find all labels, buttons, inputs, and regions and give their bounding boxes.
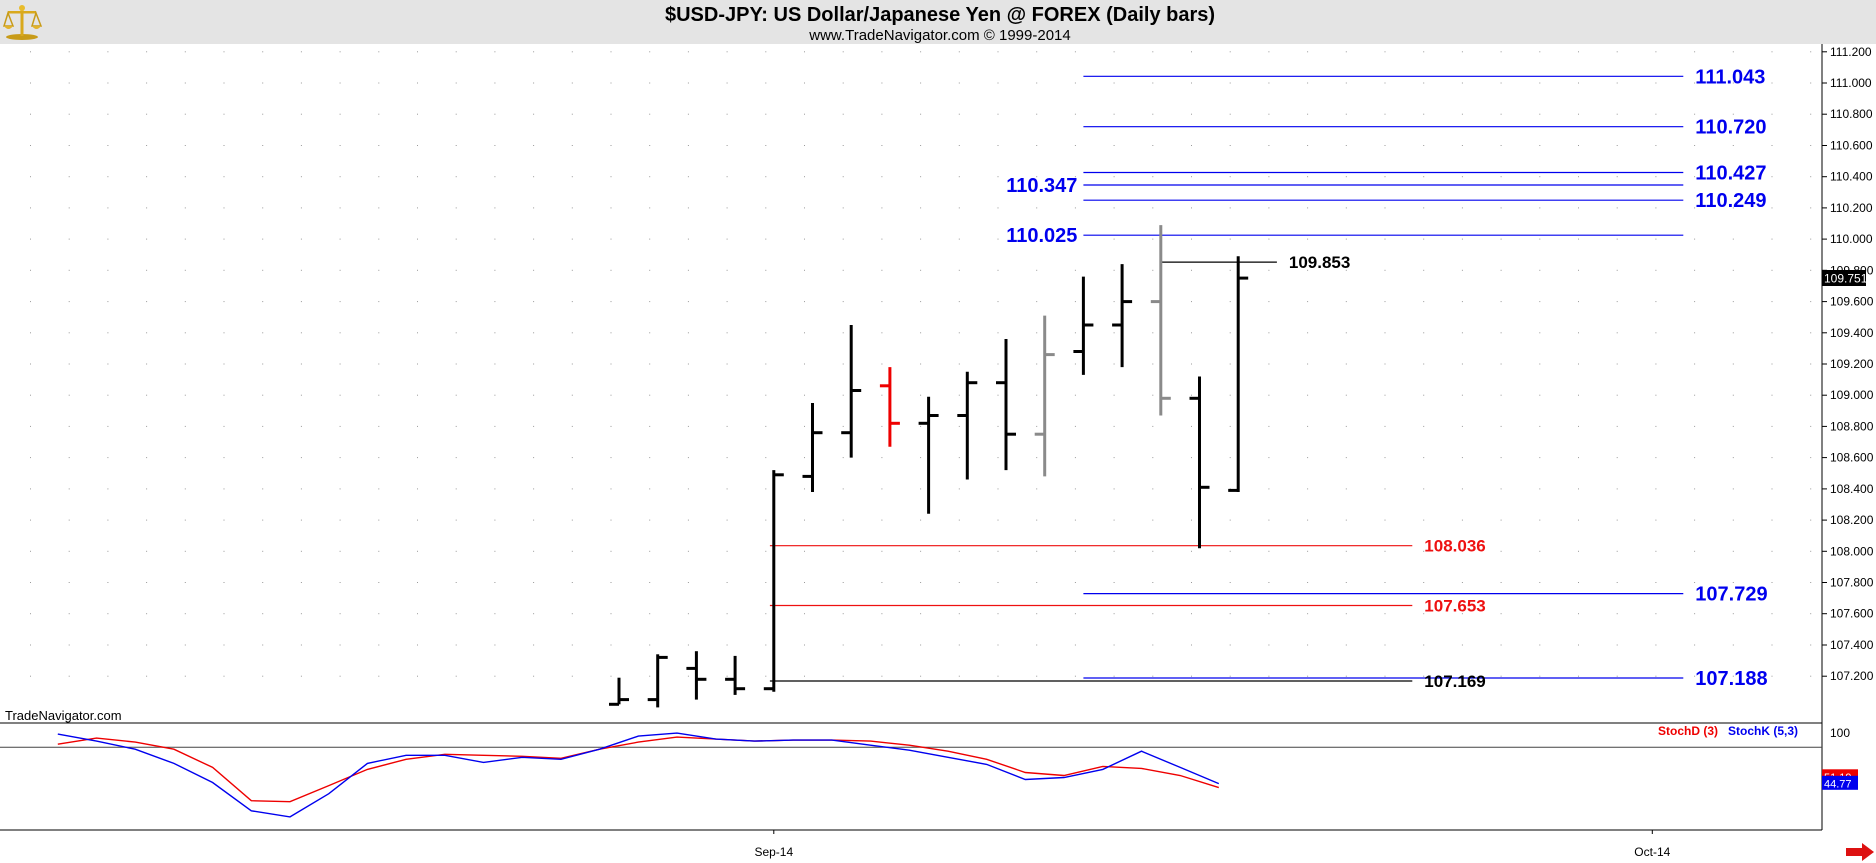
price-tick-label: 108.400 <box>1830 482 1874 496</box>
ohlc-bar <box>879 367 900 447</box>
level-label: 110.347 <box>1006 175 1077 197</box>
ohlc-bar <box>918 396 939 514</box>
stoch-tick-label: 100 <box>1830 726 1850 740</box>
last-price-label: 109.751 <box>1824 272 1868 286</box>
ohlc-bar <box>1112 264 1133 368</box>
price-tick-label: 110.400 <box>1830 170 1873 184</box>
stoch-value-label: 44.77 <box>1824 778 1852 790</box>
level-label: 110.720 <box>1695 117 1766 139</box>
level-label: 110.427 <box>1695 163 1766 185</box>
chart-title: $USD-JPY: US Dollar/Japanese Yen @ FOREX… <box>665 4 1215 26</box>
price-tick-label: 111.200 <box>1830 45 1872 59</box>
date-tick-label: Sep-14 <box>754 845 793 859</box>
date-tick-label: Oct-14 <box>1634 845 1670 859</box>
price-tick-label: 110.000 <box>1830 232 1873 246</box>
level-label: 111.043 <box>1695 66 1765 88</box>
legend-stoch-d: StochD (3) <box>1658 724 1718 738</box>
last-price-box <box>1822 270 1866 286</box>
price-tick-label: 109.000 <box>1830 388 1874 402</box>
level-label: 108.036 <box>1424 537 1485 556</box>
legend-stoch-k: StochK (5,3) <box>1728 724 1798 738</box>
ohlc-bar <box>647 654 668 708</box>
watermark: TradeNavigator.com <box>5 708 122 723</box>
ohlc-bar <box>686 651 707 700</box>
main-grid <box>30 51 1812 677</box>
price-tick-label: 108.800 <box>1830 419 1874 433</box>
ohlc-bar <box>725 655 746 695</box>
level-label: 107.169 <box>1424 672 1485 691</box>
price-tick-label: 110.200 <box>1830 201 1873 215</box>
price-tick-label: 107.400 <box>1830 638 1874 652</box>
ohlc-bar <box>1228 256 1249 492</box>
ohlc-bar <box>1150 225 1171 416</box>
level-label: 110.025 <box>1006 225 1077 247</box>
price-axis: 111.200 111.000 110.800 110.600 110.400 110.2… <box>1821 44 1874 830</box>
price-tick-label: 109.200 <box>1830 357 1874 371</box>
stoch-value-box <box>1822 775 1858 790</box>
date-axis: Sep-14 Oct-14 <box>754 830 1671 859</box>
price-tick-label: 109.600 <box>1830 295 1874 309</box>
ohlc-bar <box>1189 376 1210 549</box>
stoch-line-d <box>57 736 1220 803</box>
ohlc-bar <box>957 371 978 480</box>
price-bars <box>609 225 1249 708</box>
levels-layer: 111.043 110.720 110.427 110.347 110.249 110.0… <box>769 66 1768 691</box>
ohlc-bar <box>996 339 1016 471</box>
price-tick-label: 108.600 <box>1830 451 1874 465</box>
price-tick-label: 110.800 <box>1830 107 1873 121</box>
level-label: 107.653 <box>1424 596 1485 615</box>
level-label: 109.853 <box>1289 253 1350 272</box>
chart-header: $USD-JPY: US Dollar/Japanese Yen @ FOREX… <box>0 0 1876 44</box>
price-tick-label: 111.000 <box>1830 76 1872 90</box>
price-tick-label: 107.200 <box>1830 669 1874 683</box>
price-tick-label: 108.000 <box>1830 544 1874 558</box>
ohlc-bar <box>841 325 862 458</box>
price-tick-label: 109.400 <box>1830 326 1874 340</box>
ohlc-bar <box>609 677 629 706</box>
ohlc-bar <box>1034 315 1055 477</box>
price-tick-label: 108.200 <box>1830 513 1874 527</box>
level-label: 110.249 <box>1695 190 1766 212</box>
scales-logo-icon <box>2 5 43 40</box>
level-label: 107.188 <box>1695 668 1767 690</box>
ohlc-bar <box>802 403 823 492</box>
price-tick-label: 107.600 <box>1830 607 1874 621</box>
scroll-right-arrow-icon[interactable] <box>1846 843 1874 861</box>
chart-subtitle: www.TradeNavigator.com © 1999-2014 <box>808 27 1070 44</box>
ohlc-bar <box>763 470 784 692</box>
ohlc-bar <box>1073 276 1094 375</box>
stoch-line-k <box>57 732 1220 818</box>
price-tick-label: 107.800 <box>1830 576 1874 590</box>
price-tick-label: 110.600 <box>1830 139 1873 153</box>
level-label: 107.729 <box>1695 584 1767 606</box>
